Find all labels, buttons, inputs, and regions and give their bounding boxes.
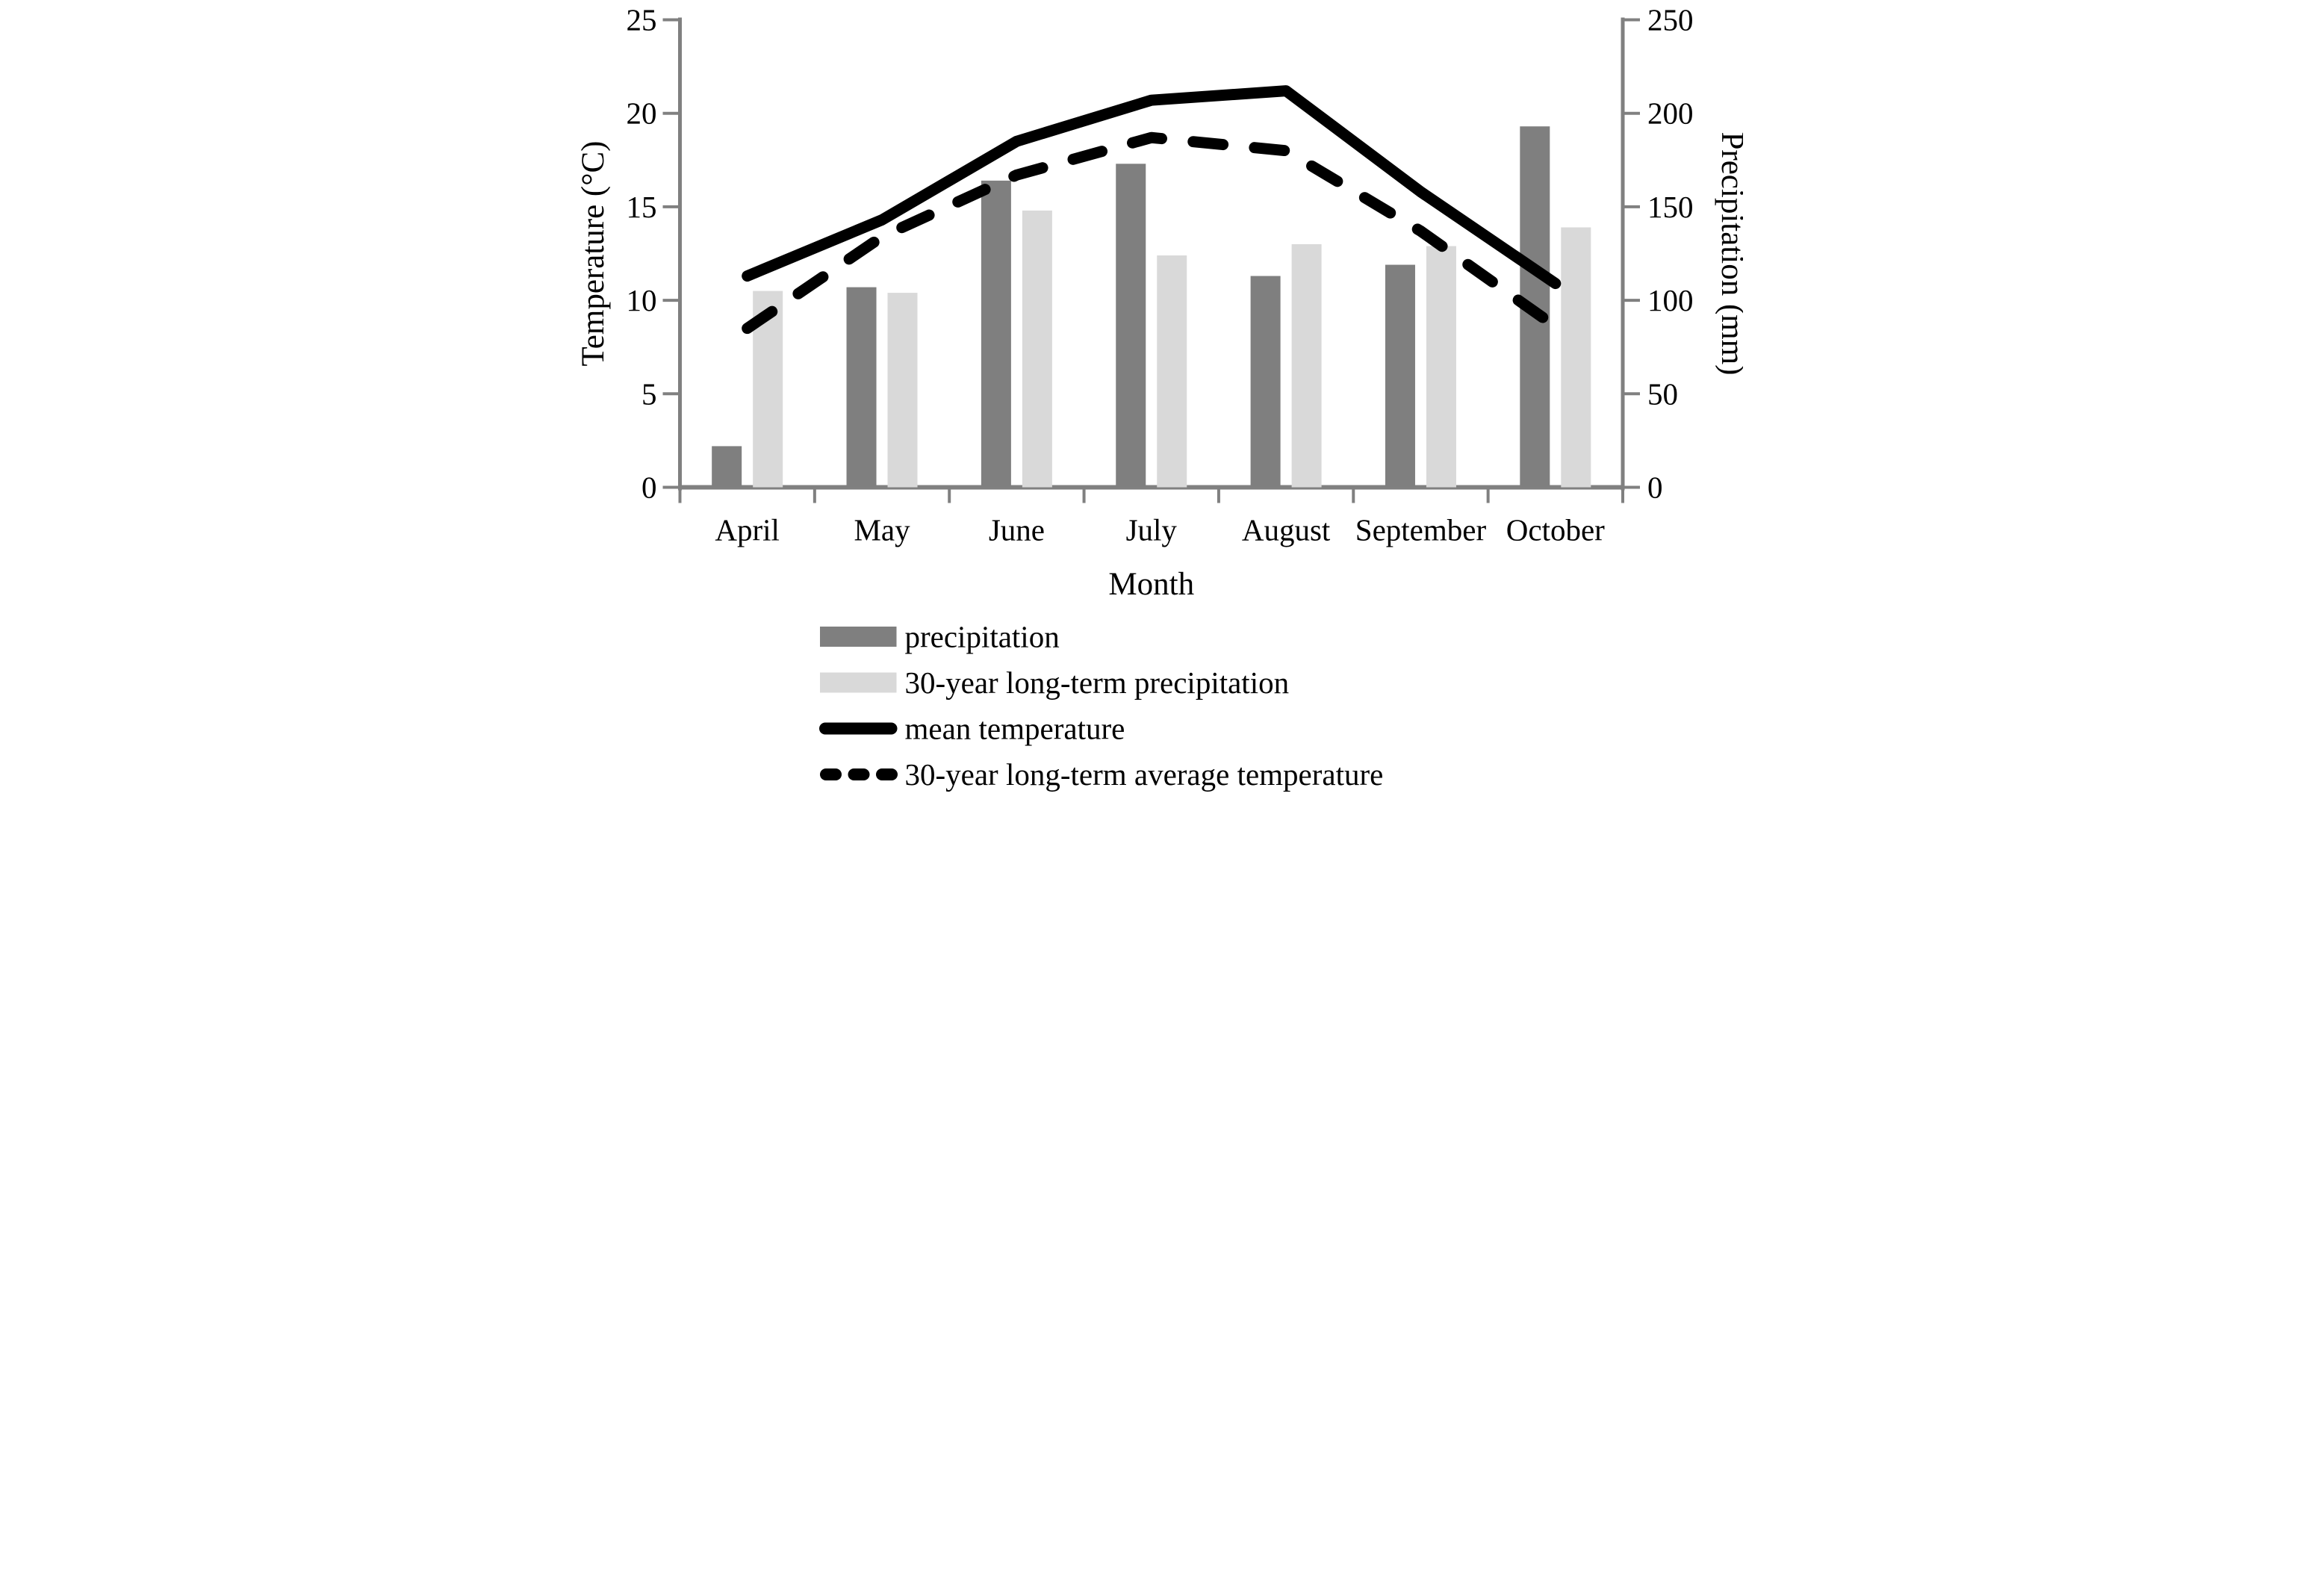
left-axis-tick-label: 15 — [627, 190, 657, 224]
legend-swatch-precipitation — [820, 627, 897, 647]
bar-precipitation-June — [981, 180, 1011, 488]
right-axis-tick-label: 100 — [1647, 283, 1694, 317]
left-axis-title: Temperature (°C) — [581, 141, 611, 367]
right-axis-tick-label: 200 — [1647, 96, 1694, 131]
bar-longterm-precipitation-August — [1291, 243, 1322, 488]
longterm-average-temperature-line — [742, 131, 1562, 335]
bar-precipitation-May — [846, 287, 877, 488]
bar-longterm-precipitation-September — [1426, 246, 1456, 488]
left-axis-tick-label: 5 — [641, 376, 657, 411]
legend-label: 30-year long-term precipitation — [905, 665, 1290, 700]
x-axis-category-label: April — [715, 513, 780, 547]
legend-label: 30-year long-term average temperature — [905, 757, 1384, 792]
right-axis-title: Precipitation (mm) — [1715, 131, 1743, 375]
x-axis-category-label: June — [989, 513, 1045, 547]
x-axis-category-label: August — [1242, 513, 1331, 547]
x-axis-category-label: October — [1506, 513, 1605, 547]
left-axis-tick-label: 25 — [627, 3, 657, 37]
bar-precipitation-September — [1385, 264, 1415, 488]
bar-longterm-precipitation-October — [1561, 227, 1591, 488]
legend-swatch-longterm-precipitation — [820, 672, 897, 693]
x-axis-category-label: September — [1355, 513, 1487, 547]
left-axis-tick-label: 20 — [627, 96, 657, 131]
bar-precipitation-August — [1250, 276, 1281, 488]
climate-chart-figure: 0 5 10 15 20 25 0 50 100 150 200 250 April May June Jul… — [581, 0, 1743, 794]
right-axis-tick-label: 50 — [1647, 376, 1678, 411]
bar-precipitation-July — [1116, 164, 1146, 488]
right-axis-tick-label: 150 — [1647, 190, 1694, 224]
left-axis-tick-label: 0 — [641, 470, 657, 505]
bar-longterm-precipitation-June — [1022, 210, 1052, 488]
mean-temperature-line — [742, 85, 1562, 290]
bar-longterm-precipitation-May — [887, 293, 918, 488]
x-axis-category-label: July — [1126, 513, 1178, 547]
left-axis-tick-label: 10 — [627, 283, 657, 317]
legend-label: mean temperature — [905, 712, 1125, 746]
x-axis-category-label: May — [854, 513, 910, 547]
bar-precipitation-April — [712, 446, 742, 488]
right-axis-tick-label: 0 — [1647, 470, 1663, 505]
right-axis-tick-label: 250 — [1647, 3, 1694, 37]
bar-longterm-precipitation-July — [1157, 255, 1187, 488]
legend-label: precipitation — [905, 620, 1060, 654]
x-axis-title: Month — [1108, 567, 1194, 602]
